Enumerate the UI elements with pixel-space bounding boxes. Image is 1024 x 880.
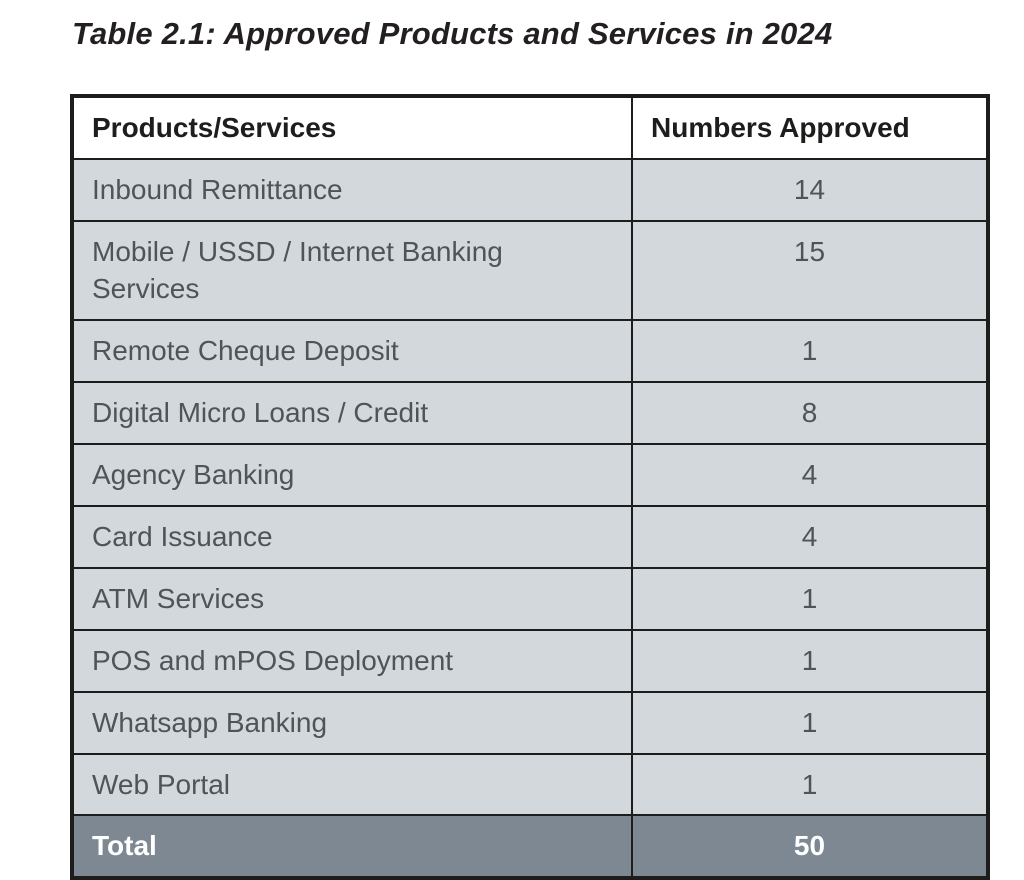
table-row: Card Issuance 4	[71, 504, 989, 569]
table-title: Table 2.1: Approved Products and Service…	[72, 16, 833, 51]
count-cell: 4	[631, 442, 989, 507]
product-cell: Inbound Remittance	[71, 158, 633, 222]
product-cell: Whatsapp Banking	[71, 690, 633, 755]
product-cell: Agency Banking	[71, 442, 633, 507]
count-cell: 8	[631, 380, 989, 445]
header-products-services: Products/Services	[71, 95, 633, 160]
product-cell: POS and mPOS Deployment	[71, 628, 633, 693]
table-row: Remote Cheque Deposit 1	[71, 318, 989, 383]
table-row: Whatsapp Banking 1	[71, 690, 989, 755]
header-numbers-approved: Numbers Approved	[631, 95, 989, 160]
table-row: POS and mPOS Deployment 1	[71, 628, 989, 693]
count-cell: 1	[631, 566, 989, 631]
approved-products-table: Products/Services Numbers Approved Inbou…	[70, 94, 990, 880]
table-row: Agency Banking 4	[71, 442, 989, 507]
table-header-row: Products/Services Numbers Approved	[71, 95, 989, 160]
count-cell: 1	[631, 690, 989, 755]
table-row: Mobile / USSD / Internet Banking Service…	[71, 219, 989, 321]
count-cell: 1	[631, 318, 989, 383]
count-cell: 1	[631, 752, 989, 817]
product-cell: Mobile / USSD / Internet Banking Service…	[71, 219, 633, 321]
table-row: Inbound Remittance 14	[71, 158, 989, 222]
count-cell: 4	[631, 504, 989, 569]
total-row: Total 50	[71, 814, 989, 880]
count-cell: 14	[631, 158, 989, 222]
total-label-cell: Total	[71, 814, 633, 880]
table-row: ATM Services 1	[71, 566, 989, 631]
table-row: Web Portal 1	[71, 752, 989, 817]
product-cell: Card Issuance	[71, 504, 633, 569]
product-cell: Digital Micro Loans / Credit	[71, 380, 633, 445]
count-cell: 15	[631, 219, 989, 321]
count-cell: 1	[631, 628, 989, 693]
product-cell: Web Portal	[71, 752, 633, 817]
table-row: Digital Micro Loans / Credit 8	[71, 380, 989, 445]
product-cell: ATM Services	[71, 566, 633, 631]
product-cell: Remote Cheque Deposit	[71, 318, 633, 383]
total-value-cell: 50	[631, 814, 989, 880]
